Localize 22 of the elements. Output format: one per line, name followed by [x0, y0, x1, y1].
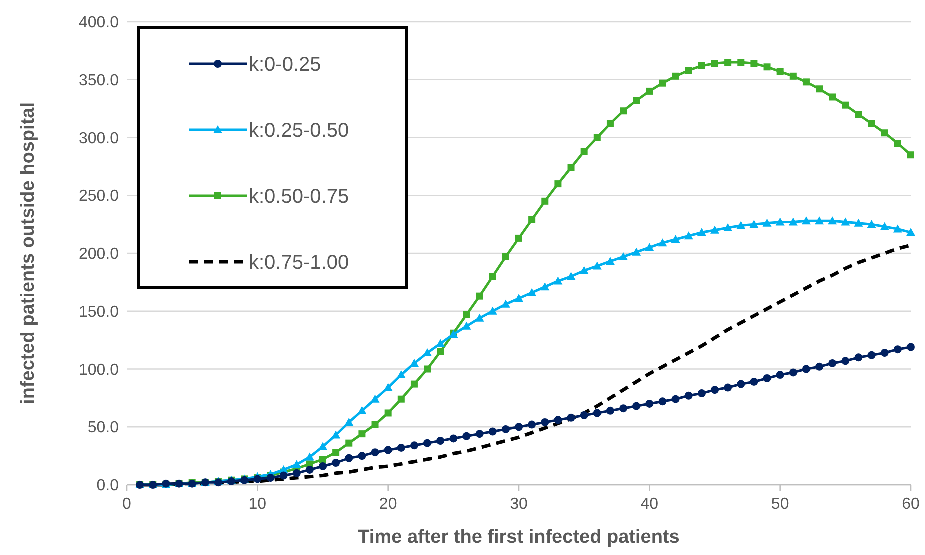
y-tick-label: 300.0 — [78, 130, 120, 148]
x-tick-label: 0 — [122, 496, 132, 513]
y-tick-label: 50.0 — [88, 420, 120, 437]
legend-label: k:0.75-1.00 — [249, 252, 350, 274]
y-tick-label: 100.0 — [78, 362, 120, 379]
x-tick-label: 50 — [771, 496, 790, 513]
y-tick-label: 350.0 — [78, 72, 120, 90]
y-tick-label: 250.0 — [78, 188, 120, 206]
y-tick-label: 150.0 — [78, 304, 120, 321]
legend-label: k:0.25-0.50 — [249, 120, 350, 142]
x-tick-label: 30 — [510, 496, 528, 513]
x-tick-label: 60 — [902, 496, 920, 513]
x-tick-label: 20 — [379, 496, 398, 513]
y-tick-label: 400.0 — [78, 14, 120, 32]
x-tick-label: 10 — [248, 496, 267, 513]
legend-label: k:0.50-0.75 — [249, 186, 350, 208]
y-tick-label: 0.0 — [96, 478, 120, 494]
y-axis-title: infected patients outside hospital — [18, 102, 39, 404]
y-tick-label: 200.0 — [78, 246, 120, 263]
legend-label: k:0-0.25 — [249, 54, 322, 76]
x-tick-label: 40 — [640, 496, 659, 513]
x-axis-title: Time after the first infected patients — [358, 527, 680, 548]
